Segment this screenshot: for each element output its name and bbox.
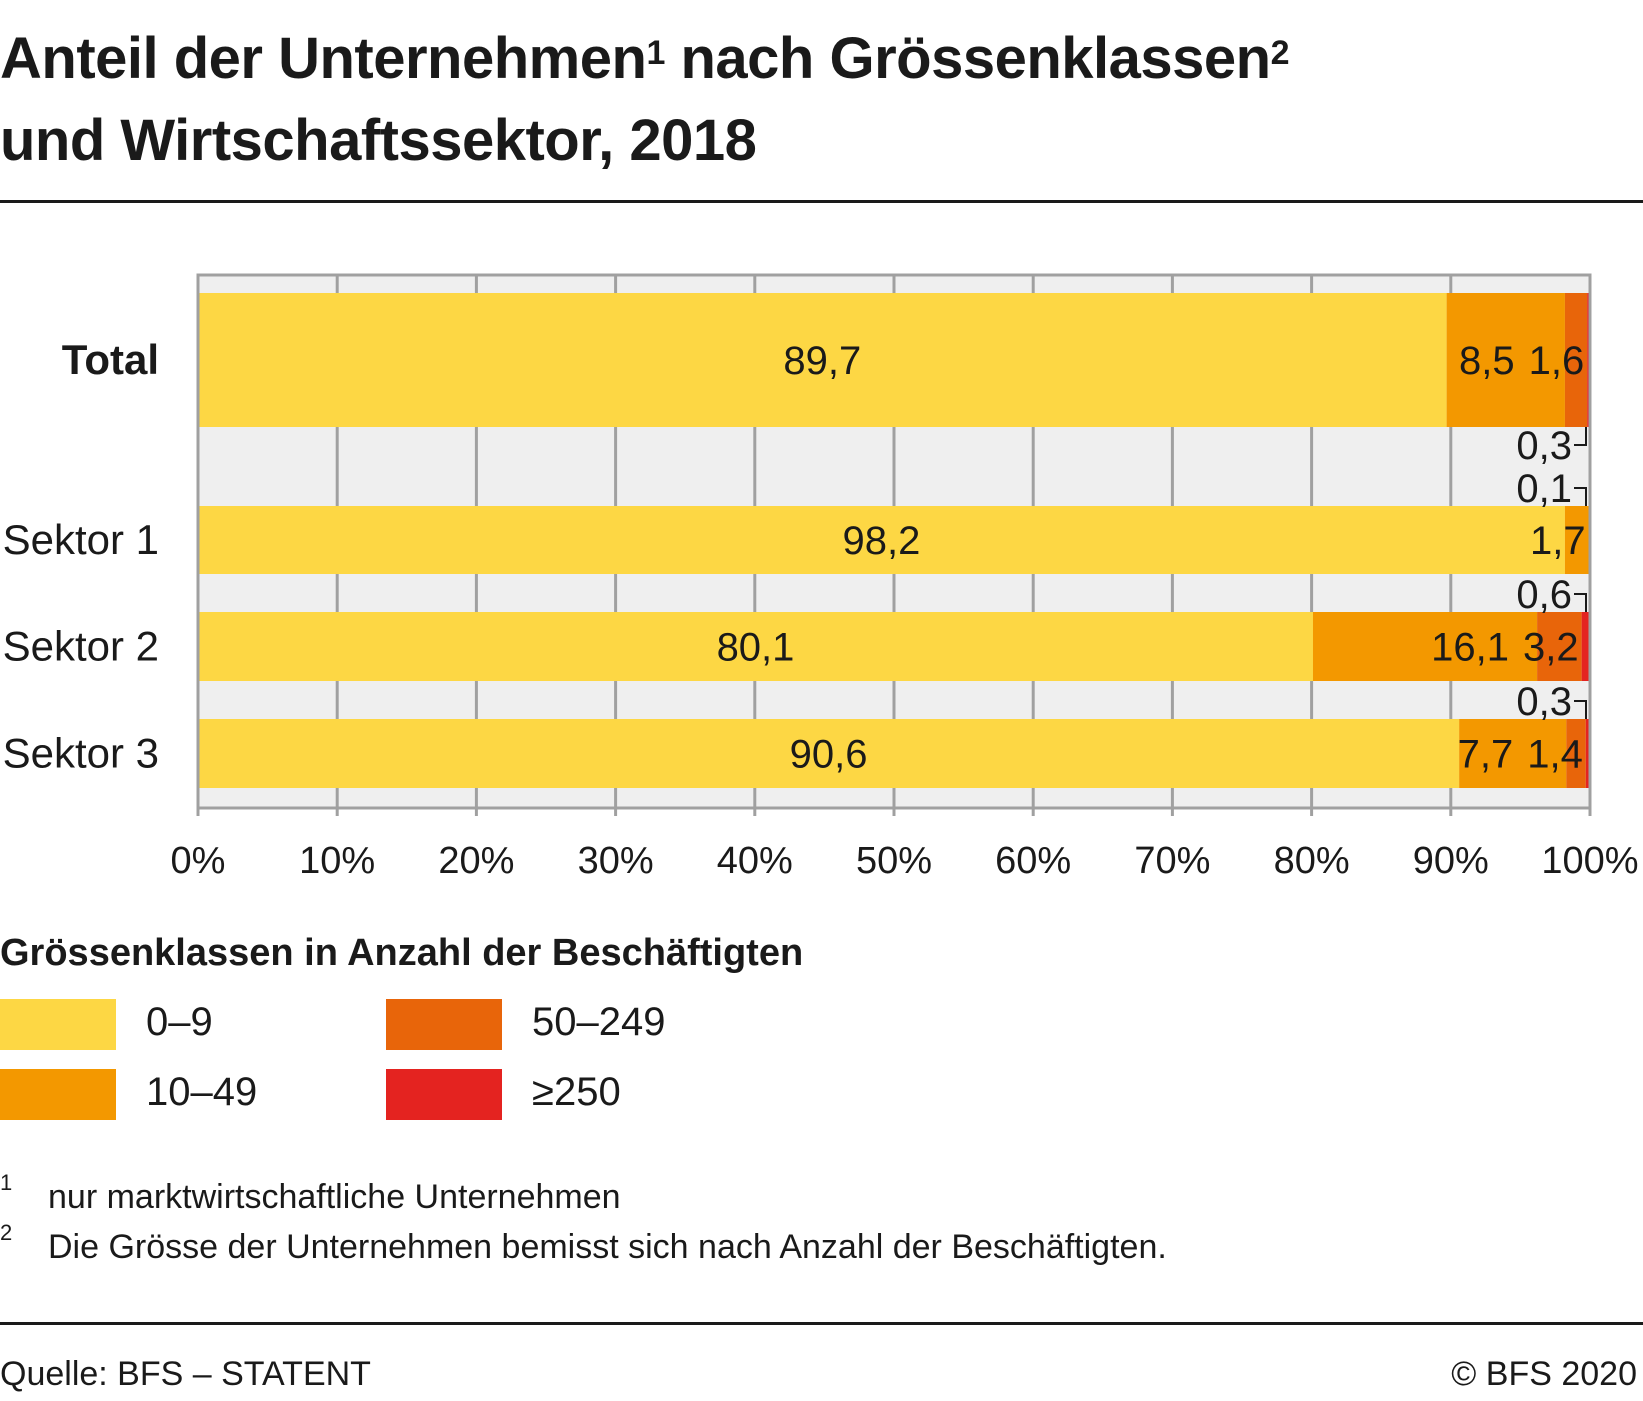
bar-segment: [198, 506, 1565, 574]
label-leader: [1574, 700, 1587, 719]
x-tick-label: 30%: [578, 840, 654, 882]
bar-segment: [1459, 719, 1567, 788]
bar-segment: [198, 293, 1447, 427]
chart-title: Anteil der Unternehmen1 nach Grössenklas…: [0, 18, 1290, 182]
data-label: 0,1: [1516, 467, 1572, 511]
x-tick-label: 60%: [995, 840, 1071, 882]
footnote-text: nur marktwirtschaftliche Unternehmen: [48, 1178, 621, 1216]
source: Quelle: BFS – STATENT: [0, 1355, 371, 1393]
bar-segment: [1581, 612, 1590, 681]
category-label: Sektor 1: [3, 516, 159, 563]
label-leader: [1574, 427, 1587, 446]
data-label: 0,6: [1516, 573, 1572, 617]
footnote-text: Die Grösse der Unternehmen bemisst sich …: [48, 1228, 1167, 1266]
legend-swatch: [386, 1069, 502, 1120]
data-label: 0,3: [1516, 424, 1572, 468]
title-text: Anteil der Unternehmen: [0, 26, 647, 91]
bar-segment: [198, 719, 1460, 788]
plot-frame: [196, 273, 1592, 810]
bar-segment: [1537, 612, 1582, 681]
data-label: 1,4: [1527, 733, 1583, 777]
legend-label: 10–49: [146, 1070, 258, 1114]
bottom-rule: [0, 1322, 1643, 1325]
x-tick-label: 40%: [717, 840, 793, 882]
legend-title: Grössenklassen in Anzahl der Beschäftigt…: [0, 932, 804, 974]
x-tick-label: 50%: [856, 840, 932, 882]
copyright: © BFS 2020: [1451, 1355, 1637, 1393]
x-tick-label: 80%: [1274, 840, 1350, 882]
category-label: Sektor 3: [3, 730, 159, 777]
category-label: Total: [62, 336, 159, 383]
bar-segment: [1446, 293, 1565, 427]
x-tick-label: 70%: [1134, 840, 1210, 882]
bar-segment: [198, 612, 1313, 681]
footnote-number: 2: [0, 1220, 13, 1245]
footnote-ref-1: 1: [646, 34, 665, 72]
data-label: 16,1: [1431, 626, 1509, 670]
label-leader: [1574, 593, 1587, 612]
legend-swatch: [0, 1069, 116, 1120]
legend-label: 50–249: [532, 1000, 666, 1044]
bar-segment: [1564, 293, 1588, 427]
footnote-number: 1: [0, 1170, 13, 1195]
bar-segment: [1585, 719, 1590, 788]
top-rule: [0, 200, 1643, 203]
data-label: 0,3: [1516, 680, 1572, 724]
legend-swatch: [0, 999, 116, 1050]
data-label: 1,6: [1529, 339, 1585, 383]
x-tick-label: 100%: [1541, 840, 1638, 882]
data-label: 98,2: [843, 519, 921, 563]
footnote-ref-2: 2: [1270, 34, 1290, 72]
stacked-bar-chart: 0% 10% 20% 30% 40% 50% 60% 70% 80% 90% 100% Total Se…: [3, 273, 1639, 882]
label-leader: [1574, 487, 1587, 506]
data-label: 80,1: [717, 626, 795, 670]
legend-swatch: [386, 999, 502, 1050]
legend-label: ≥250: [532, 1070, 621, 1114]
title-line-2: und Wirtschaftssektor, 2018: [0, 108, 757, 173]
data-label: 89,7: [783, 339, 861, 383]
bar-segment: [1312, 612, 1538, 681]
data-label: 8,5: [1459, 339, 1515, 383]
x-tick-label: 90%: [1413, 840, 1489, 882]
bar-segment: [1564, 506, 1589, 574]
data-label: 3,2: [1523, 626, 1579, 670]
bar-segment: [1566, 719, 1586, 788]
data-label: 1,7: [1530, 519, 1586, 563]
title-text-b: nach Grössenklassen: [664, 26, 1271, 91]
data-label: 90,6: [790, 733, 868, 777]
x-tick-label: 10%: [299, 840, 375, 882]
legend-label: 0–9: [146, 1000, 213, 1044]
data-label: 7,7: [1458, 733, 1514, 777]
x-tick-label: 0%: [171, 840, 226, 882]
category-label: Sektor 2: [3, 623, 159, 670]
x-tick-label: 20%: [438, 840, 514, 882]
